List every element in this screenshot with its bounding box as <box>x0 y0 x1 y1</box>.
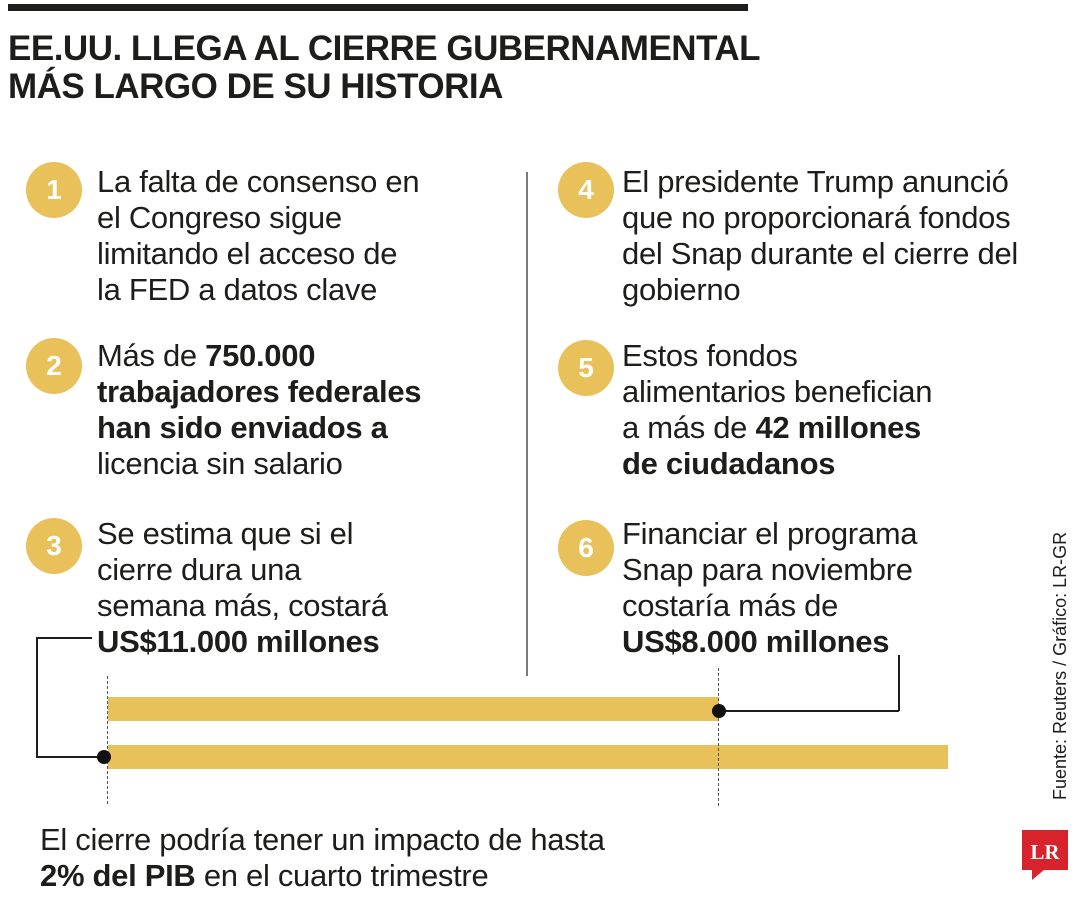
item-5-line: alimentarios benefician <box>622 374 933 409</box>
item-6-bold-line: US$8.000 millones <box>622 624 890 659</box>
connector-3 <box>36 637 92 639</box>
item-3-line: cierre dura una <box>97 552 302 587</box>
item-5-text: Estos fondos alimentarios benefician a m… <box>622 338 932 482</box>
connector-6 <box>718 710 899 712</box>
item-1-text: La falta de consenso en el Congreso sigu… <box>97 164 420 308</box>
item-3-line: US$11.000 millones <box>97 624 388 660</box>
bottom-rest: en el cuarto trimestre <box>195 858 489 893</box>
number-badge-1: 1 <box>26 162 82 218</box>
bar-11000 <box>108 745 948 769</box>
item-2-line: trabajadores federales <box>97 374 422 410</box>
item-4-line: que no proporcionará fondos <box>622 200 1011 235</box>
item-6-text: Financiar el programa Snap para noviembr… <box>622 516 918 660</box>
number-badge-3: 3 <box>26 518 82 574</box>
connector-6 <box>898 655 900 711</box>
source-credit: Fuente: Reuters / Gráfico: LR-GR <box>1050 531 1070 800</box>
item-4-line: gobierno <box>622 272 741 307</box>
item-5-line: Estos fondos <box>622 338 798 373</box>
title-line-2: MÁS LARGO DE SU HISTORIA <box>8 67 503 106</box>
item-2-line: han sido enviados a <box>97 410 421 446</box>
item-4-line: El presidente Trump anunció <box>622 164 1009 199</box>
connector-3 <box>36 637 38 757</box>
connector-dot-3 <box>97 750 111 764</box>
item-2-text: Más de 750.000 trabajadores federales ha… <box>97 338 422 482</box>
item-5-bold-line: de ciudadanos <box>622 446 836 481</box>
connector-dot-6 <box>711 704 726 718</box>
item-2-line: licencia sin salario <box>97 446 343 481</box>
svg-text:LR: LR <box>1030 840 1060 864</box>
number-badge-4: 4 <box>558 162 614 218</box>
item-3-line: semana más, costará <box>97 588 388 623</box>
bottom-line-1: El cierre podría tener un impacto de has… <box>40 822 605 857</box>
item-2-bold-line: han sido enviados a <box>97 410 388 445</box>
item-2-highlight: 750.000 <box>205 338 316 373</box>
item-1-line: la FED a datos clave <box>97 272 378 307</box>
item-2-line: Más de 750.000 <box>97 338 421 374</box>
item-4-text: El presidente Trump anunció que no propo… <box>622 164 1018 308</box>
connector-3 <box>36 756 104 758</box>
item-6-line: US$8.000 millones <box>622 624 917 660</box>
item-5-line: de ciudadanos <box>622 446 932 482</box>
bottom-highlight: 2% del PIB <box>40 858 196 893</box>
number-badge-6: 6 <box>558 520 614 576</box>
bottom-line-2: 2% del PIB en el cuarto trimestre <box>40 858 605 894</box>
bar-8000 <box>108 697 719 721</box>
item-1-line: limitando el acceso de <box>97 236 398 271</box>
item-5-prefix: a más de <box>622 410 756 445</box>
page-title: EE.UU. LLEGA AL CIERRE GUBERNAMENTAL MÁS… <box>8 30 768 106</box>
item-3-line: Se estima que si el <box>97 516 354 551</box>
item-6-line: costaría más de <box>622 588 839 623</box>
number-badge-2: 2 <box>26 338 82 394</box>
item-2-prefix: Más de <box>97 338 206 373</box>
item-4-line: del Snap durante el cierre del <box>622 236 1018 271</box>
bar-8000-end-marker <box>717 668 719 806</box>
item-5-highlight: 42 millones <box>755 410 921 445</box>
item-6-line: Snap para noviembre <box>622 552 913 587</box>
item-3-text: Se estima que si el cierre dura una sema… <box>97 516 388 660</box>
item-5-line: a más de 42 millones <box>622 410 932 446</box>
number-badge-5: 5 <box>558 340 614 396</box>
item-6-line: Financiar el programa <box>622 516 918 551</box>
item-3-bold-line: US$11.000 millones <box>97 624 380 659</box>
bottom-note: El cierre podría tener un impacto de has… <box>40 822 605 894</box>
item-1-line: La falta de consenso en <box>97 164 420 199</box>
title-line-1: EE.UU. LLEGA AL CIERRE GUBERNAMENTAL <box>8 29 761 68</box>
column-divider <box>526 172 528 676</box>
item-1-line: el Congreso sigue <box>97 200 342 235</box>
top-rule <box>8 4 748 11</box>
item-2-bold-line: trabajadores federales <box>97 374 422 409</box>
lr-logo: LR <box>1022 830 1068 880</box>
bar-baseline <box>107 676 108 804</box>
